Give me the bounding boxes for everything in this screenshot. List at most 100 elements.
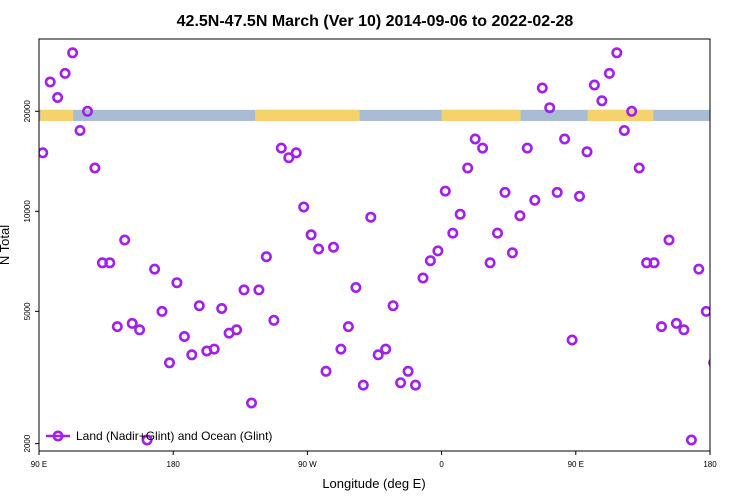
legend-entry: Land (Nadir+Glint) and Ocean (Glint): [76, 429, 272, 443]
data-point: [424, 255, 436, 267]
data-point: [685, 434, 697, 446]
data-point: [536, 82, 548, 94]
data-point: [596, 95, 608, 107]
x-tick-label: 90 W: [298, 460, 317, 469]
data-point: [313, 243, 325, 255]
data-point: [573, 190, 585, 202]
data-point: [603, 67, 615, 79]
data-point: [365, 211, 377, 223]
data-point: [506, 247, 518, 259]
data-point: [469, 133, 481, 145]
data-point: [82, 105, 94, 117]
data-point: [126, 317, 138, 329]
data-point: [484, 257, 496, 269]
chart-title: 42.5N-47.5N March (Ver 10) 2014-09-06 to…: [177, 13, 574, 30]
data-point: [171, 277, 183, 289]
data-point: [454, 208, 466, 220]
data-point: [439, 185, 451, 197]
y-axis: 2000 5000 10000 20000: [23, 100, 39, 452]
data-point: [74, 125, 86, 137]
data-point: [447, 227, 459, 239]
data-point: [298, 201, 310, 213]
data-point: [409, 379, 421, 391]
data-point: [89, 162, 101, 174]
data-point: [663, 234, 675, 246]
y-tick-label: 2000: [23, 434, 32, 452]
data-point: [111, 321, 123, 333]
ocean-band: [39, 109, 710, 121]
data-point: [700, 305, 710, 317]
data-point: [566, 334, 578, 346]
data-point: [208, 343, 220, 355]
data-point: [134, 324, 146, 336]
data-point: [342, 321, 354, 333]
data-point: [216, 302, 228, 314]
data-point: [402, 365, 414, 377]
data-point: [149, 263, 161, 275]
land-segment: [441, 109, 521, 121]
data-point: [104, 257, 116, 269]
data-point: [387, 300, 399, 312]
data-point: [499, 186, 511, 198]
data-point: [67, 47, 79, 59]
data-point: [432, 245, 444, 257]
data-point: [551, 186, 563, 198]
data-point: [283, 152, 295, 164]
data-point: [521, 142, 533, 154]
x-axis-label: Longitude (deg E): [322, 476, 425, 491]
land-ocean-strip: [39, 109, 710, 121]
data-point: [417, 272, 429, 284]
data-point: [655, 321, 667, 333]
data-point: [305, 229, 317, 241]
data-point: [678, 324, 690, 336]
data-point: [380, 343, 392, 355]
land-segment: [255, 109, 360, 121]
plot-frame: [38, 38, 711, 452]
data-point: [320, 365, 332, 377]
legend: Land (Nadir+Glint) and Ocean (Glint): [46, 429, 272, 443]
data-point: [59, 67, 71, 79]
data-point: [529, 194, 541, 206]
data-point: [670, 317, 682, 329]
data-point: [156, 305, 168, 317]
data-point: [260, 251, 272, 263]
data-point: [611, 47, 623, 59]
data-point: [39, 147, 49, 159]
data-point: [268, 314, 280, 326]
legend-marker-icon: [52, 430, 64, 442]
data-point: [44, 76, 56, 88]
land-segment: [587, 109, 654, 121]
data-point: [290, 147, 302, 159]
x-tick-label: 90 E: [31, 460, 47, 469]
data-point: [327, 241, 339, 253]
data-point: [141, 434, 153, 446]
x-tick-label: 90 E: [568, 460, 584, 469]
data-point: [588, 79, 600, 91]
x-tick-label: 180: [167, 460, 181, 469]
y-axis-label: N Total: [0, 225, 12, 265]
data-point: [462, 162, 474, 174]
data-point: [193, 300, 205, 312]
data-point: [164, 357, 176, 369]
data-points: [39, 47, 710, 446]
data-point: [186, 349, 198, 361]
land-segment: [40, 109, 74, 121]
data-point: [618, 125, 630, 137]
data-point: [477, 142, 489, 154]
data-point: [246, 397, 258, 409]
x-tick-label: 180: [703, 460, 717, 469]
data-point: [633, 162, 645, 174]
data-point: [581, 146, 593, 158]
data-point: [544, 102, 556, 114]
data-point: [52, 92, 64, 104]
data-point: [357, 379, 369, 391]
y-tick-label: 20000: [23, 100, 32, 123]
data-point: [238, 284, 250, 296]
data-point: [491, 227, 503, 239]
data-point: [275, 142, 287, 154]
data-point: [231, 324, 243, 336]
data-point: [119, 234, 131, 246]
data-point: [514, 210, 526, 222]
y-tick-label: 5000: [23, 302, 32, 320]
